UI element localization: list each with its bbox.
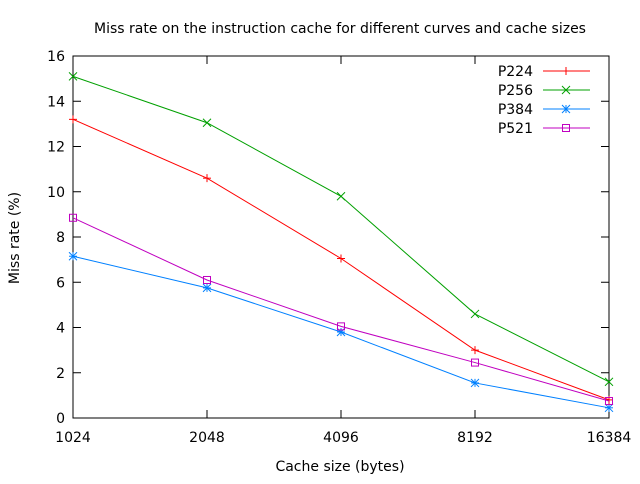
y-tick-label: 4 [56,321,65,337]
x-tick-label: 4096 [323,430,359,446]
data-point [337,322,345,331]
legend-item: P256 [498,83,590,99]
data-point [604,403,614,413]
data-point [203,174,211,183]
data-point [69,115,77,124]
legend-item: P521 [498,121,590,137]
data-point [471,346,479,355]
legend: P224 P256 P384 P521 [498,64,590,137]
series-line [72,217,610,402]
data-point [561,85,571,95]
y-tick-label: 6 [56,275,65,291]
data-point [562,67,570,75]
axes: 0 2 4 6 8 10 12 14 16 1024 2048 4096 8192 16384 [47,49,631,446]
data-point [202,283,212,293]
data-point [68,72,78,81]
series-group [68,72,614,413]
data-point [69,213,77,222]
x-tick-label: 1024 [55,430,91,446]
legend-item: P384 [498,102,590,118]
y-tick-label: 12 [47,140,65,156]
x-axis-label: Cache size (bytes) [275,459,404,475]
data-point [470,378,480,388]
y-tick-label: 2 [56,366,65,382]
x-tick-label: 16384 [587,430,632,446]
series-p256 [68,72,614,387]
chart-title: Miss rate on the instruction cache for d… [94,21,586,37]
legend-item: P224 [498,64,590,80]
data-point [470,309,480,319]
x-tick-label: 8192 [457,430,493,446]
legend-label: P384 [498,102,533,118]
y-tick-label: 0 [56,411,65,427]
data-point [336,191,346,201]
data-point [336,327,346,337]
legend-label: P224 [498,64,533,80]
data-point [203,275,211,284]
data-point [605,397,613,406]
data-point [202,118,212,128]
data-point [561,104,571,114]
y-axis-label: Miss rate (%) [7,192,23,284]
legend-label: P521 [498,121,533,137]
y-tick-label: 14 [47,94,65,110]
data-point [562,124,570,132]
y-tick-label: 8 [56,230,65,246]
series-p521 [69,213,613,406]
y-tick-label: 16 [47,49,65,65]
legend-label: P256 [498,83,533,99]
x-tick-label: 2048 [189,430,225,446]
series-p384 [68,251,614,413]
data-point [471,358,479,367]
data-point [337,254,345,263]
data-point [604,377,614,387]
series-p224 [69,115,613,404]
data-point [68,251,78,261]
y-tick-label: 10 [47,185,65,201]
